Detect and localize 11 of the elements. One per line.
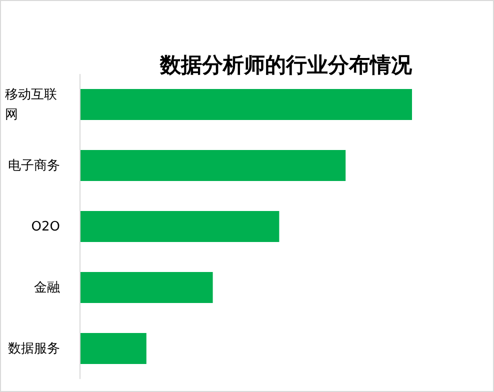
y-tick-label: 金融 xyxy=(34,280,60,296)
chart-title: 数据分析师的行业分布情况 xyxy=(158,52,413,79)
bar xyxy=(80,150,346,181)
bar xyxy=(80,89,412,120)
bar xyxy=(80,333,146,364)
y-tick-label: 数据服务 xyxy=(8,342,60,356)
bar xyxy=(80,211,280,242)
y-tick-label: 电子商务 xyxy=(8,158,60,174)
y-tick-label: 移动互联网 xyxy=(5,88,57,122)
bar xyxy=(80,272,213,303)
y-tick-label: O2O xyxy=(31,220,60,234)
